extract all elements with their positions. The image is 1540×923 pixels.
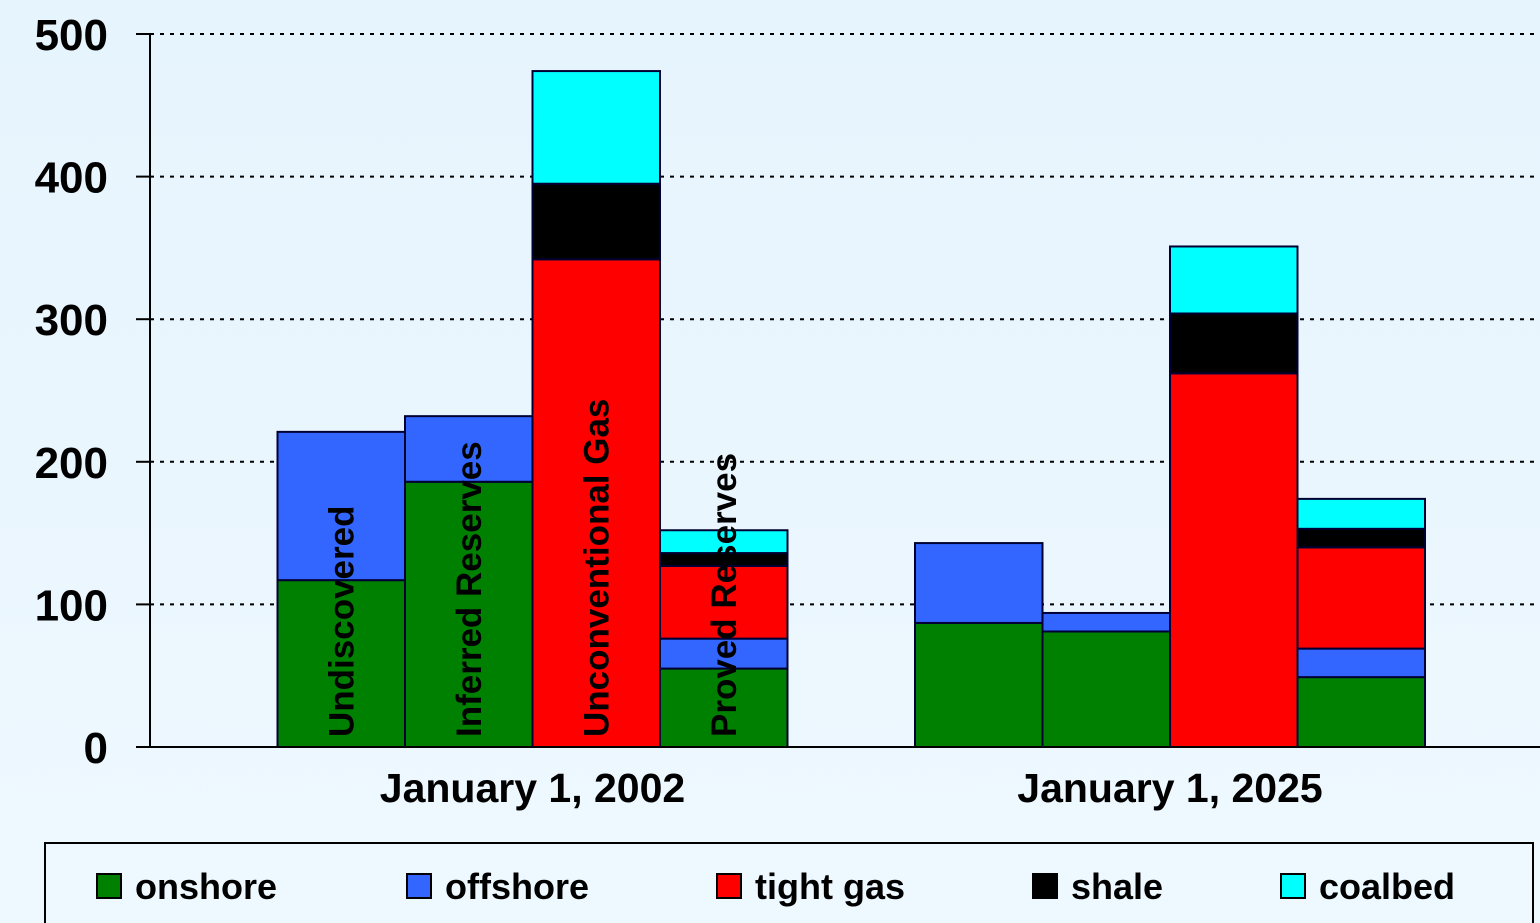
legend-box <box>44 842 1534 923</box>
y-tick-label: 200 <box>35 439 108 488</box>
bar-segment <box>1296 546 1426 650</box>
bar-segment <box>531 182 661 261</box>
bar-segment <box>1296 647 1426 679</box>
legend-label: onshore <box>135 866 277 907</box>
category-label: Unconventional Gas <box>577 399 616 737</box>
legend-label: offshore <box>445 866 589 907</box>
category-label: Proved Reserves <box>705 453 744 737</box>
bar-segment <box>659 637 789 670</box>
category-label: Inferred Reserves <box>450 441 489 737</box>
bar-segment <box>404 480 534 748</box>
category-label: Undiscovered <box>322 506 361 737</box>
group-label: January 1, 2025 <box>1017 765 1322 811</box>
legend-swatch <box>96 873 122 899</box>
y-tick-label: 100 <box>35 581 108 630</box>
bar-segment <box>1296 676 1426 748</box>
bar-segment <box>1169 245 1299 315</box>
bar-segment <box>914 542 1044 624</box>
bar-segment <box>1296 527 1426 549</box>
bar-segment <box>404 415 534 483</box>
legend-swatch <box>406 873 432 899</box>
group-label: January 1, 2002 <box>380 765 685 811</box>
legend-label: tight gas <box>755 866 905 907</box>
bar-segment <box>659 529 789 555</box>
y-tick-label: 0 <box>84 724 108 773</box>
legend-label: shale <box>1071 866 1163 907</box>
legend-label: coalbed <box>1319 866 1455 907</box>
bar-segment <box>531 70 661 185</box>
y-tick-label: 500 <box>35 11 108 60</box>
legend-swatch <box>716 873 742 899</box>
y-tick-label: 300 <box>35 296 108 345</box>
bar-segment <box>659 564 789 640</box>
bar-segment <box>1169 312 1299 375</box>
bar-segment <box>1041 611 1171 633</box>
bar-segment <box>1169 372 1299 748</box>
bar-segment <box>276 430 406 582</box>
legend-swatch <box>1032 873 1058 899</box>
bar-segment <box>1041 630 1171 749</box>
y-tick-label: 400 <box>35 154 108 203</box>
legend-swatch <box>1280 873 1306 899</box>
bar-segment <box>1296 497 1426 530</box>
bar-segment <box>914 621 1044 748</box>
